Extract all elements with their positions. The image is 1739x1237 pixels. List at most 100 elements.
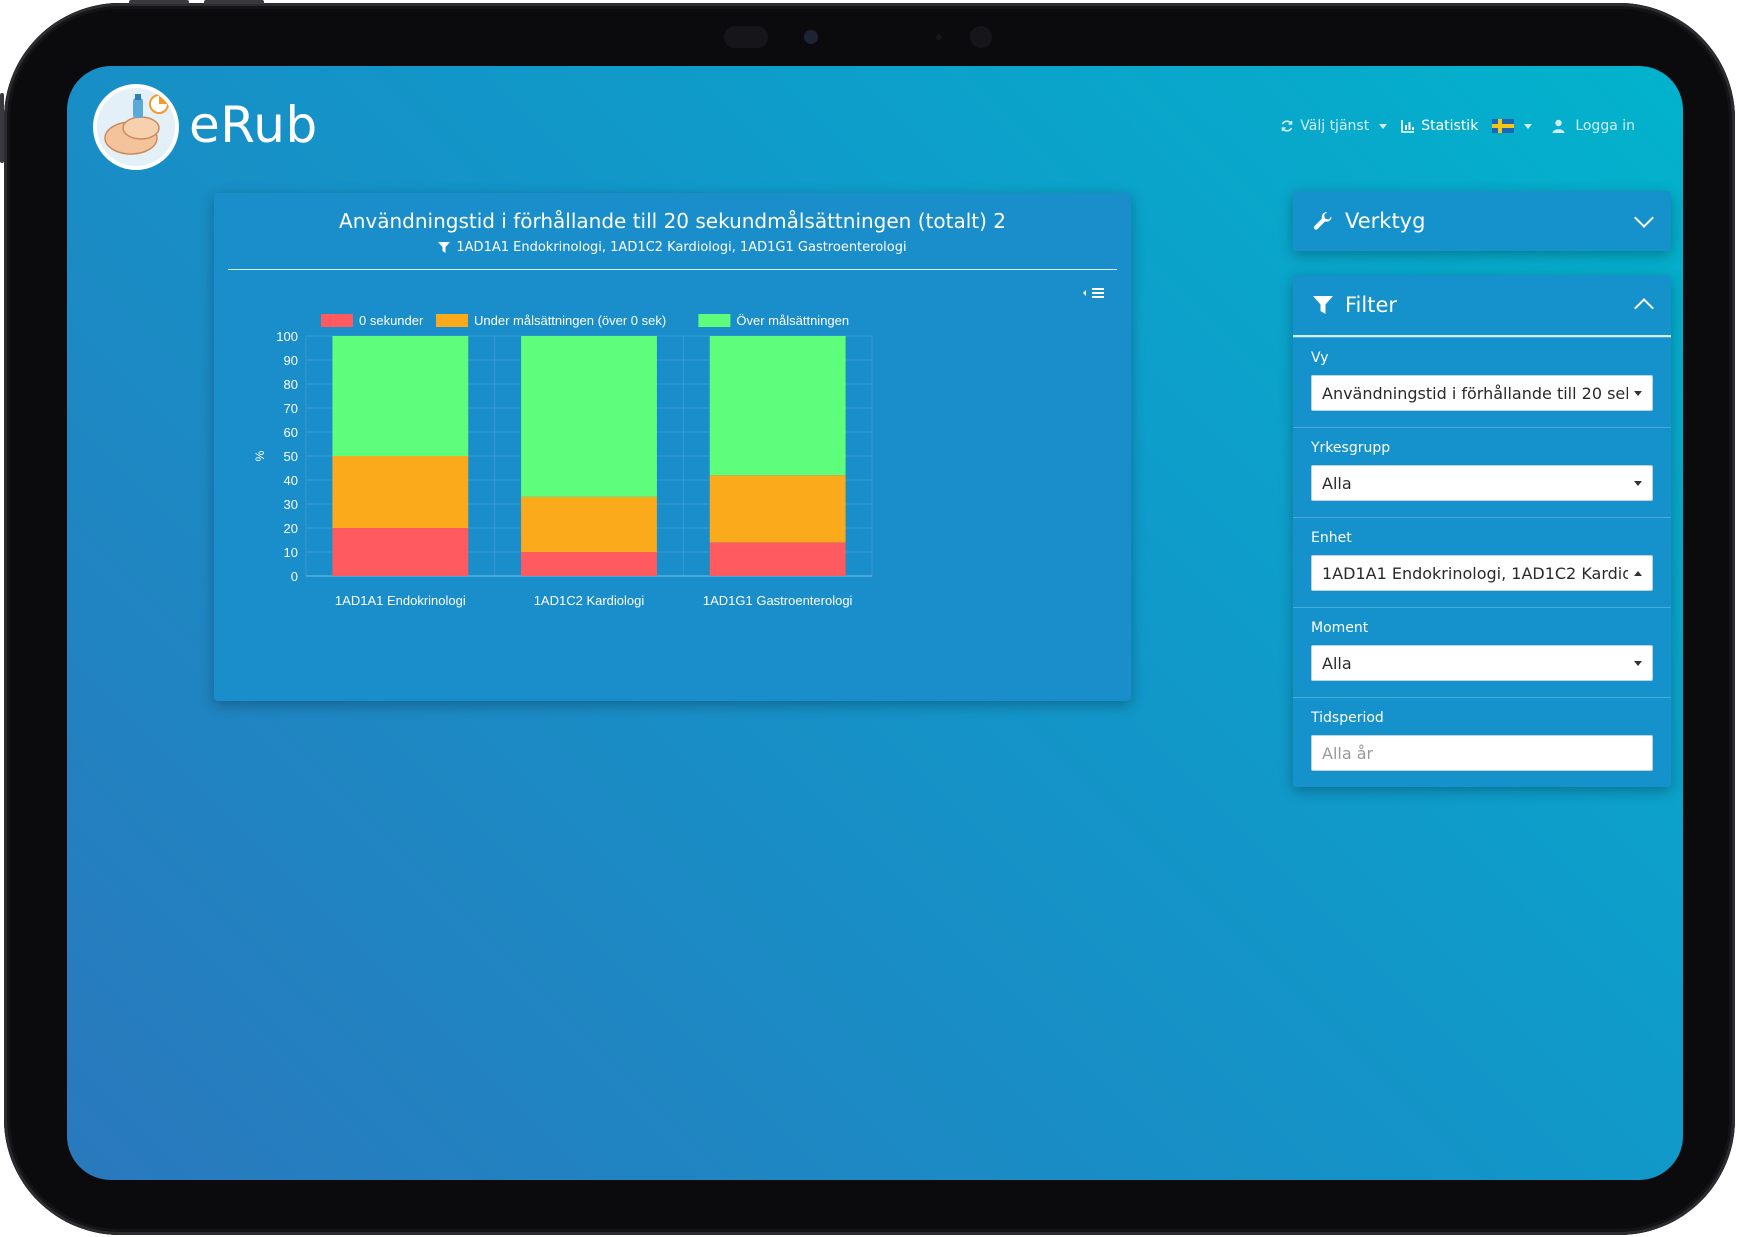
wrench-icon	[1313, 211, 1332, 230]
y-tick-label: 60	[284, 425, 298, 440]
tidsperiod-input[interactable]: Alla år	[1311, 735, 1653, 771]
enhet-select[interactable]: 1AD1A1 Endokrinologi, 1AD1C2 Kardiologi,…	[1311, 555, 1653, 591]
filter-field-yrkesgrupp: Yrkesgrupp Alla	[1293, 427, 1671, 517]
field-label: Enhet	[1311, 530, 1352, 546]
legend-label: 0 sekunder	[359, 313, 424, 328]
menu-icon	[1083, 288, 1104, 298]
bar-segment	[709, 542, 846, 576]
sensor	[970, 26, 992, 48]
login-label: Logga in	[1575, 118, 1635, 134]
tools-panel-header[interactable]: Verktyg	[1293, 191, 1671, 251]
enhet-select-value: 1AD1A1 Endokrinologi, 1AD1C2 Kardiologi,…	[1322, 563, 1628, 583]
chevron-down-icon	[1634, 660, 1642, 666]
x-tick-label: 1AD1G1 Gastroenterologi	[703, 593, 853, 608]
bar-segment	[332, 456, 469, 528]
tidsperiod-placeholder: Alla år	[1322, 743, 1374, 763]
tools-panel-title: Verktyg	[1345, 209, 1426, 233]
filter-panel: Filter Vy Användningstid i förhållande t…	[1293, 275, 1671, 787]
y-tick-label: 30	[284, 497, 298, 512]
legend-label: Över målsättningen	[736, 313, 849, 328]
y-tick-label: 20	[284, 521, 298, 536]
top-button	[204, 0, 264, 4]
y-tick-label: 70	[284, 401, 298, 416]
divider	[228, 269, 1117, 270]
chart-filter-summary: 1AD1A1 Endokrinologi, 1AD1C2 Kardiologi,…	[214, 240, 1131, 255]
sensor	[936, 34, 942, 40]
field-label: Tidsperiod	[1311, 710, 1384, 726]
field-label: Vy	[1311, 350, 1329, 366]
login-link[interactable]: Logga in	[1552, 118, 1635, 134]
bar-segment	[521, 552, 657, 576]
chevron-down-icon	[1634, 480, 1642, 486]
camera-housing	[724, 26, 1024, 48]
y-tick-label: 50	[284, 449, 298, 464]
statistics-link[interactable]: Statistik	[1401, 118, 1478, 134]
yrkesgrupp-select-value: Alla	[1322, 473, 1352, 493]
y-tick-label: 10	[284, 545, 298, 560]
y-tick-label: 40	[284, 473, 298, 488]
x-tick-label: 1AD1A1 Endokrinologi	[335, 593, 466, 608]
bar-segment	[521, 496, 657, 552]
user-icon	[1552, 119, 1565, 133]
filter-panel-title: Filter	[1345, 293, 1398, 317]
tools-panel: Verktyg	[1293, 191, 1671, 251]
y-tick-label: 100	[276, 329, 298, 344]
refresh-icon	[1281, 120, 1293, 132]
bar-chart-icon	[1401, 120, 1415, 133]
chevron-up-icon	[1634, 570, 1642, 576]
yrkesgrupp-select[interactable]: Alla	[1311, 465, 1653, 501]
camera-icon	[804, 30, 818, 44]
y-tick-label: 90	[284, 353, 298, 368]
field-label: Yrkesgrupp	[1311, 440, 1391, 456]
y-tick-label: 0	[291, 569, 298, 584]
service-label: Välj tjänst	[1300, 118, 1370, 134]
chevron-down-icon[interactable]	[1634, 208, 1654, 228]
y-tick-label: 80	[284, 377, 298, 392]
legend-swatch	[436, 314, 468, 327]
chart-title: Användningstid i förhållande till 20 sek…	[339, 209, 1006, 233]
erub-logo[interactable]	[93, 84, 179, 170]
filter-icon	[438, 242, 451, 253]
chart-filter-text: 1AD1A1 Endokrinologi, 1AD1C2 Kardiologi,…	[456, 240, 907, 255]
legend-label: Under målsättningen (över 0 sek)	[474, 313, 666, 328]
moment-select[interactable]: Alla	[1311, 645, 1653, 681]
legend-swatch	[698, 314, 731, 327]
filter-field-vy: Vy Användningstid i förhållande till 20 …	[1293, 337, 1671, 427]
moment-select-value: Alla	[1322, 653, 1352, 673]
top-navigation: Välj tjänst Statistik	[1280, 118, 1635, 134]
app-screen: eRub Välj tjänst Statist	[67, 66, 1683, 1180]
service-selector[interactable]: Välj tjänst	[1280, 118, 1388, 134]
bar-segment	[332, 528, 469, 576]
bar-segment	[709, 475, 846, 543]
filter-field-tidsperiod: Tidsperiod Alla år	[1293, 697, 1671, 787]
swedish-flag-icon	[1492, 119, 1515, 133]
chevron-up-icon[interactable]	[1634, 298, 1654, 318]
legend-swatch	[321, 314, 353, 327]
filter-panel-header[interactable]: Filter	[1293, 275, 1671, 335]
divider	[1293, 335, 1671, 337]
language-selector[interactable]	[1492, 119, 1533, 133]
filter-field-enhet: Enhet 1AD1A1 Endokrinologi, 1AD1C2 Kardi…	[1293, 517, 1671, 607]
chevron-down-icon	[1524, 123, 1533, 129]
hands-logo-icon	[97, 88, 175, 166]
sensor	[724, 26, 768, 48]
filter-field-moment: Moment Alla	[1293, 607, 1671, 697]
statistics-label: Statistik	[1421, 118, 1479, 134]
field-label: Moment	[1311, 620, 1369, 636]
chart-card: Användningstid i förhållande till 20 sek…	[214, 193, 1131, 701]
app-name[interactable]: eRub	[189, 96, 318, 154]
bar-segment	[709, 336, 846, 476]
filter-icon	[1313, 296, 1333, 314]
top-button	[129, 0, 189, 4]
vy-select[interactable]: Användningstid i förhållande till 20 sek…	[1311, 375, 1653, 411]
bar-segment	[332, 336, 469, 456]
chart-export-menu[interactable]	[1083, 285, 1105, 304]
chevron-down-icon	[1634, 390, 1642, 396]
x-tick-label: 1AD1C2 Kardiologi	[534, 593, 645, 608]
chevron-down-icon	[1379, 123, 1388, 129]
side-button	[0, 93, 4, 163]
bar-segment	[521, 336, 657, 497]
y-axis-label: %	[253, 450, 267, 461]
stacked-bar-chart: 0 10 20 30 40 50 60 70 80 90 100% 1AD1A1 Endokrinol…	[253, 313, 873, 608]
